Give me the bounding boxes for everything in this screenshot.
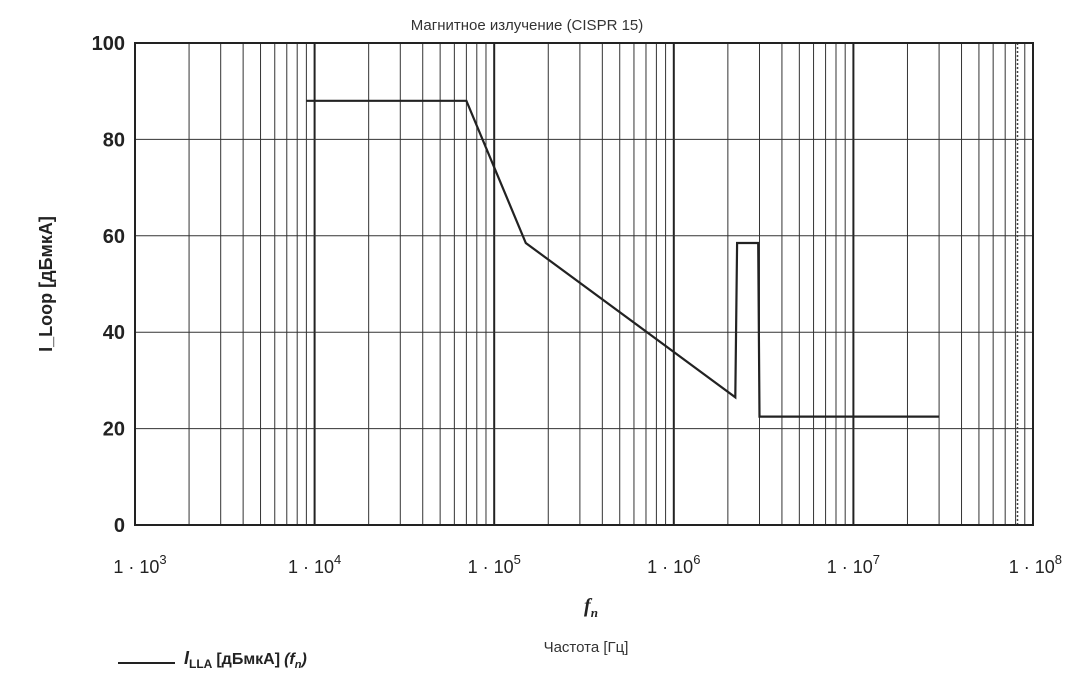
x-variable-label: fn — [584, 595, 598, 620]
plot-frame — [134, 42, 1034, 526]
x-axis-label: Частота [Гц] — [544, 639, 629, 656]
legend: ILLA [дБмкА] (fn) — [118, 648, 307, 671]
x-tick-base: 1 · 10 — [113, 557, 159, 577]
x-tick-base: 1 · 10 — [468, 557, 514, 577]
x-tick-exponent: 4 — [334, 552, 341, 567]
x-tick-label: 1 · 108 — [1009, 552, 1062, 577]
minor-gridlines — [188, 43, 1026, 525]
x-tick-label: 1 · 107 — [827, 552, 880, 577]
legend-main: I — [184, 648, 190, 668]
legend-arg-var: f — [289, 651, 296, 668]
legend-arg-sub: n — [295, 659, 302, 671]
x-tick-exponent: 5 — [514, 552, 521, 567]
y-tick-labels: 0 20 40 60 80 100 — [92, 33, 125, 537]
y-tick-label: 80 — [103, 129, 125, 151]
series-layer — [306, 99, 940, 418]
legend-label: ILLA [дБмкА] (fn) — [184, 648, 307, 671]
chart-title: Магнитное излучение (CISPR 15) — [411, 17, 644, 34]
legend-sub: LLA — [189, 657, 213, 671]
x-tick-base: 1 · 10 — [288, 557, 334, 577]
x-tick-label: 1 · 103 — [113, 552, 166, 577]
y-tick-label: 100 — [92, 33, 125, 55]
x-tick-labels: 1 · 103 1 · 104 1 · 105 1 · 106 1 · 107 1 · 1… — [113, 552, 1062, 577]
y-axis-label: I_Loop [дБмкА] — [36, 216, 56, 352]
x-tick-label: 1 · 105 — [468, 552, 521, 577]
x-tick-exponent: 7 — [873, 552, 880, 567]
x-variable-main: f — [584, 595, 593, 617]
major-gridlines — [134, 42, 1034, 526]
x-tick-label: 1 · 104 — [288, 552, 341, 577]
x-variable-sub: n — [591, 605, 598, 620]
y-tick-label: 20 — [103, 419, 125, 441]
x-tick-base: 1 · 10 — [1009, 557, 1055, 577]
legend-arg-close: ) — [299, 651, 306, 668]
x-tick-exponent: 6 — [693, 552, 700, 567]
x-tick-exponent: 8 — [1055, 552, 1062, 567]
legend-unit: [дБмкА] — [216, 651, 280, 668]
x-tick-label: 1 · 106 — [647, 552, 700, 577]
x-tick-exponent: 3 — [159, 552, 166, 567]
legend-arg-open: ( — [284, 651, 291, 668]
y-tick-label: 0 — [114, 515, 125, 537]
y-tick-label: 60 — [103, 226, 125, 248]
x-tick-base: 1 · 10 — [647, 557, 693, 577]
x-tick-base: 1 · 10 — [827, 557, 873, 577]
y-tick-label: 40 — [103, 322, 125, 344]
series-line — [306, 99, 940, 418]
